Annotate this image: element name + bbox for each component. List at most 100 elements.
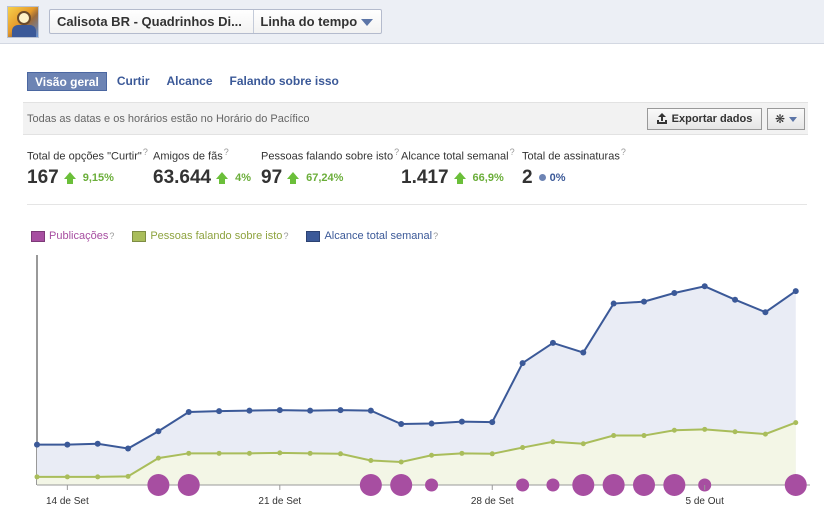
page-avatar[interactable] [7,6,39,38]
reach-point [398,421,405,428]
reach-point [762,309,769,316]
reach-point [732,296,739,303]
series-line-talking [37,421,797,478]
stat-change: 67,24% [306,171,344,184]
tab-talking-about[interactable]: Falando sobre isso [229,74,339,88]
posts-bubble [663,474,686,496]
export-data-label: Exportar dados [671,113,753,125]
talking-point [246,450,252,456]
tab-likes[interactable]: Curtir [116,74,150,88]
talking-point [95,474,101,480]
legend-item-talking[interactable]: Pessoas falando sobre isto? [132,230,288,242]
talking-point [641,433,647,439]
help-icon[interactable]: ? [433,231,439,241]
talking-point [702,426,708,432]
talking-point [459,450,465,456]
reach-point [276,407,283,414]
talking-point [489,451,495,457]
reach-point [34,441,40,448]
chart-legend: Publicações? Pessoas falando sobre isto?… [31,230,456,242]
help-icon[interactable]: ? [283,231,289,241]
legend-label: Publicações [49,230,109,242]
reach-point [246,407,253,414]
talking-point [216,450,222,456]
tab-reach[interactable]: Alcance [166,74,213,88]
help-icon[interactable]: ? [109,231,115,241]
talking-point [580,441,586,447]
reach-point [458,418,465,425]
chevron-down-icon [361,19,373,26]
reach-point [307,407,314,414]
reach-point [701,283,708,290]
x-tick-label: 5 de Out [686,496,725,507]
help-icon[interactable]: ? [223,147,229,157]
page-name[interactable]: Calisota BR - Quadrinhos Di... [57,14,242,29]
stat-label: Total de opções "Curtir" [27,150,142,163]
info-bar: Todas as datas e os horários estão no Ho… [23,102,808,135]
insights-tabs: Visão geral Curtir Alcance Falando sobre… [27,72,349,91]
talking-point [34,474,40,480]
reach-point [641,298,647,305]
posts-bubble [425,478,439,492]
export-icon [656,113,667,124]
posts-bubble [359,474,382,496]
talking-point [732,429,738,435]
page-selector[interactable]: Calisota BR - Quadrinhos Di... Linha do … [49,9,382,34]
x-tick-label: 21 de Set [258,496,301,507]
talking-point [762,431,768,437]
reach-point [580,349,587,356]
arrow-up-icon [63,171,76,184]
posts-bubble [390,474,413,496]
talking-point [429,452,435,458]
reach-point [671,290,678,296]
stat-value: 167 [27,166,59,188]
stats-summary: Total de opções "Curtir"? 167 9,15% Amigo… [27,147,807,205]
talking-point [611,433,617,439]
stat-label: Amigos de fãs [153,150,223,163]
stat-change: 66,9% [472,171,504,184]
settings-button[interactable]: ❋ [767,108,805,130]
x-tick-label: 28 de Set [471,496,514,507]
reach-point [155,428,162,435]
legend-swatch [306,230,321,242]
reach-point [94,440,101,447]
tab-overview[interactable]: Visão geral [27,72,107,91]
talking-point [671,427,677,433]
talking-point [125,473,131,479]
help-icon[interactable]: ? [620,147,626,157]
reach-point [367,407,374,414]
reach-point [185,409,192,416]
reach-point [792,288,799,295]
help-icon[interactable]: ? [142,147,148,157]
reach-point [428,420,435,427]
stat-value: 1.417 [401,166,449,188]
stat-friends-of-fans: Amigos de fãs? 63.644 4% [153,147,251,189]
arrow-up-icon [453,171,466,184]
legend-item-reach[interactable]: Alcance total semanal? [306,230,438,242]
talking-point [550,439,556,445]
talking-point [155,455,161,461]
talking-point [186,450,192,456]
talking-point [307,450,313,456]
legend-swatch [132,230,147,242]
timezone-note: Todas as datas e os horários estão no Ho… [27,113,310,125]
talking-point [368,458,374,464]
reach-point [125,445,132,452]
view-selector-label: Linha do tempo [260,14,358,29]
insights-chart: 14 de Set 21 de Set 28 de Set 5 de Out [34,255,810,507]
stat-label: Alcance total semanal [401,150,509,163]
stat-change: 0% [549,171,566,184]
posts-bubble [572,474,595,496]
help-icon[interactable]: ? [394,147,400,157]
talking-point [338,451,343,457]
reach-point [610,300,617,307]
reach-point [337,407,344,414]
posts-bubble [546,478,560,492]
help-icon[interactable]: ? [509,147,515,157]
stat-total-likes: Total de opções "Curtir"? 167 9,15% [27,147,148,189]
view-selector[interactable]: Linha do tempo [253,10,381,33]
legend-item-posts[interactable]: Publicações? [31,230,114,242]
series-line-reach [37,285,797,450]
posts-bubble [177,474,200,496]
export-data-button[interactable]: Exportar dados [647,108,762,130]
